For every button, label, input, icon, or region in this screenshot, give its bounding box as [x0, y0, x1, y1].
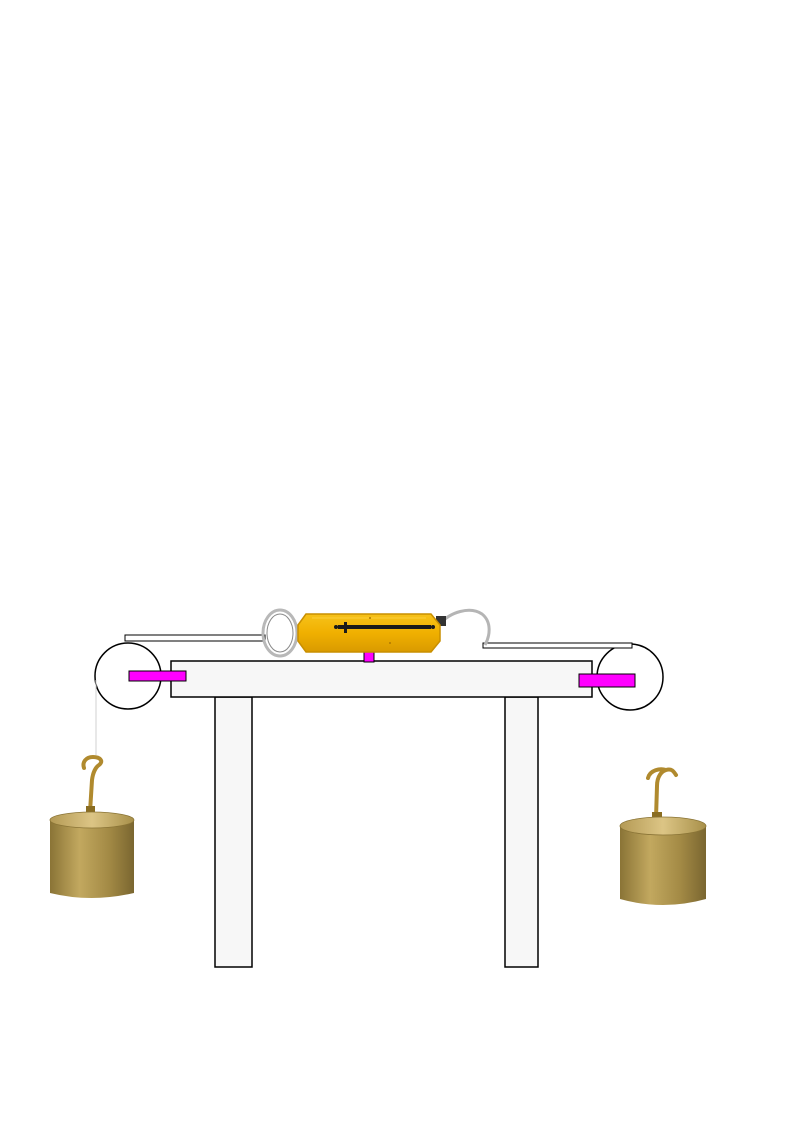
table-top	[170, 660, 593, 698]
spring-balance-icon	[297, 613, 441, 653]
weight-hook	[81, 754, 104, 814]
string-right	[482, 642, 633, 649]
weight-right	[619, 767, 707, 905]
spring-balance	[261, 608, 491, 658]
spring-balance-ring	[261, 608, 299, 658]
table-leg-left	[214, 696, 253, 968]
string-left	[124, 634, 266, 642]
scale-stand	[363, 651, 375, 663]
pulley-clamp-left	[128, 670, 187, 682]
spring-balance-pointer	[338, 625, 431, 629]
pulley-clamp-right	[578, 673, 636, 688]
table-leg-right	[504, 696, 539, 968]
weight-hook	[646, 767, 678, 820]
spring-balance-hook	[438, 608, 491, 646]
brass-weight-icon	[50, 820, 134, 898]
brass-weight-icon	[620, 826, 706, 905]
weight-left	[49, 754, 135, 898]
